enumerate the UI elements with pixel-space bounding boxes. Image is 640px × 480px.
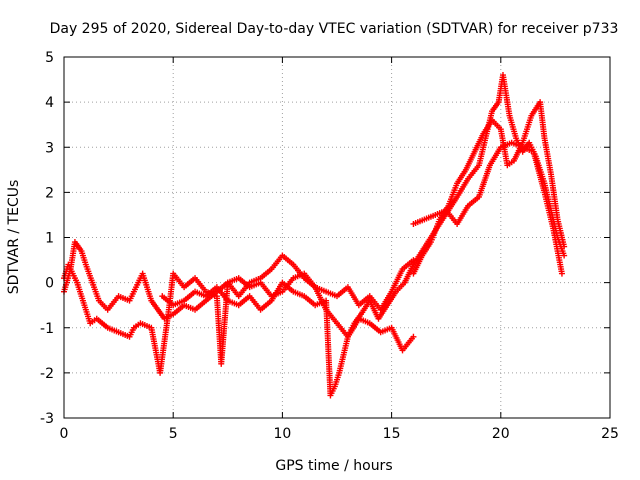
x-tick-label: 5: [169, 426, 178, 442]
y-tick-label: -3: [40, 411, 54, 427]
y-tick-label: 2: [45, 185, 54, 201]
series-track-5: [410, 139, 565, 277]
x-tick-label: 25: [601, 426, 619, 442]
x-axis-label: GPS time / hours: [275, 458, 392, 474]
data-point: [410, 333, 417, 340]
y-tick-label: -1: [40, 321, 54, 337]
series-track-1: [61, 239, 417, 322]
data-point: [561, 243, 568, 250]
x-tick-label: 10: [273, 426, 291, 442]
series-track-3: [159, 72, 568, 399]
chart-title: Day 295 of 2020, Sidereal Day-to-day VTE…: [50, 21, 619, 37]
series-track-2: [61, 261, 417, 376]
x-tick-labels: 0 5 10 15 20 25: [60, 426, 619, 442]
data-points: [61, 72, 568, 399]
y-tick-label: 5: [45, 50, 54, 66]
y-tick-label: 4: [45, 95, 54, 111]
y-tick-label: 0: [45, 276, 54, 292]
y-tick-label: 3: [45, 140, 54, 156]
y-tick-label: -2: [40, 366, 54, 382]
data-point: [561, 252, 568, 259]
grid-lines: [64, 57, 610, 418]
plot-frame: [63, 56, 611, 419]
y-tick-labels: -3 -2 -1 0 1 2 3 4 5: [40, 50, 54, 427]
data-point: [558, 270, 565, 277]
x-tick-label: 0: [60, 426, 69, 442]
x-tick-label: 20: [492, 426, 510, 442]
x-tick-label: 15: [383, 426, 401, 442]
y-axis-label: SDTVAR / TECUs: [6, 180, 22, 295]
y-tick-label: 1: [45, 231, 54, 247]
